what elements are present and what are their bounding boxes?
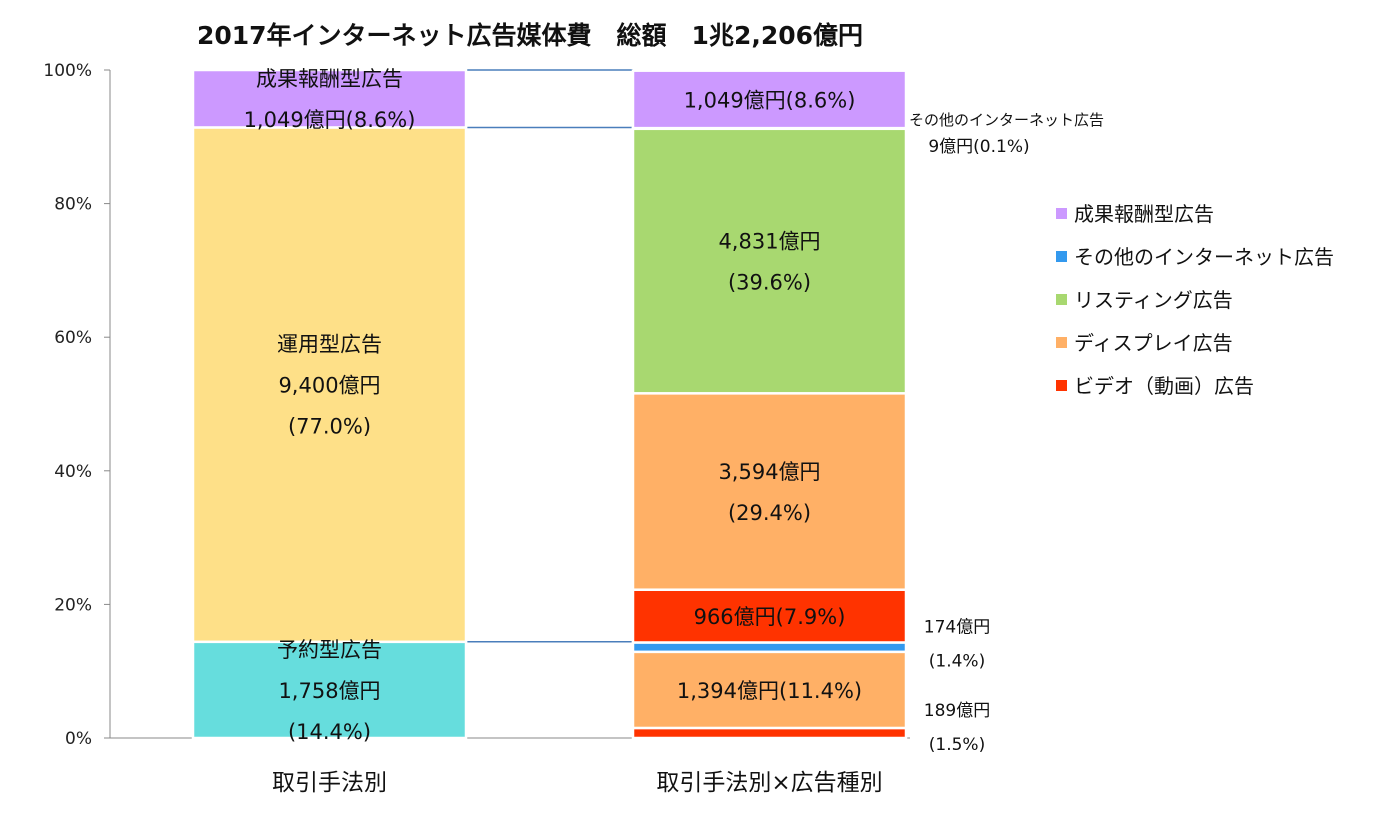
side-annotation: その他のインターネット広告 <box>909 111 1104 129</box>
data-label: (77.0%) <box>288 415 371 439</box>
y-tick-label: 80% <box>54 195 92 215</box>
data-label: 1,049億円(8.6%) <box>244 108 416 132</box>
y-tick-label: 0% <box>65 729 92 749</box>
legend-item: その他のインターネット広告 <box>1074 245 1334 269</box>
side-annotation: (1.5%) <box>929 735 985 755</box>
side-annotation: 9億円(0.1%) <box>928 137 1029 157</box>
data-label: 1,394億円(11.4%) <box>677 679 862 703</box>
data-label: (14.4%) <box>288 720 371 744</box>
bar-segment <box>631 69 908 130</box>
data-label: (29.4%) <box>728 501 811 525</box>
legend-swatch <box>1056 337 1067 348</box>
bar-segment <box>631 650 908 730</box>
bar-segment <box>631 588 908 644</box>
legend-swatch <box>1056 294 1067 305</box>
y-tick-label: 100% <box>43 61 92 81</box>
legend-item: リスティング広告 <box>1074 288 1233 312</box>
x-axis-categories: 取引手法別 取引手法別×広告種別 <box>272 770 883 796</box>
data-label: 1,049億円(8.6%) <box>684 88 856 112</box>
legend-item: ビデオ（動画）広告 <box>1074 374 1254 398</box>
side-annotation: 189億円 <box>924 701 990 721</box>
bar-segment <box>631 641 908 654</box>
side-annotations: その他のインターネット広告 9億円(0.1%) 174億円 (1.4%) 189億円 (1… <box>909 111 1104 755</box>
data-label: 4,831億円 <box>718 230 820 254</box>
data-label: 成果報酬型広告 <box>256 67 403 91</box>
side-annotation: (1.4%) <box>929 651 985 671</box>
segment-labels: 予約型広告 1,758億円 (14.4%) 運用型広告 9,400億円 (77.0%) 成果… <box>244 67 863 744</box>
chart-title: 2017年インターネット広告媒体費 総額 1兆2,206億円 <box>197 21 863 50</box>
legend-swatch <box>1056 380 1067 391</box>
data-label: 3,594億円 <box>718 460 820 484</box>
legend-item: ディスプレイ広告 <box>1074 331 1233 355</box>
bar-segment <box>191 68 468 129</box>
y-tick-label: 60% <box>54 328 92 348</box>
bar-segment <box>631 726 908 740</box>
data-label: 予約型広告 <box>277 638 382 662</box>
side-annotation: 174億円 <box>924 617 990 637</box>
data-label: 運用型広告 <box>277 333 382 357</box>
y-tick-label: 20% <box>54 595 92 615</box>
y-tick-label: 40% <box>54 462 92 482</box>
bar-segment <box>631 127 908 395</box>
data-label: 9,400億円 <box>278 374 380 398</box>
x-category-label: 取引手法別×広告種別 <box>656 770 882 796</box>
bar-segment <box>631 392 908 591</box>
connector-lines <box>466 69 633 643</box>
legend-swatch <box>1056 208 1067 219</box>
bar-segment <box>191 640 468 740</box>
legend-item: 成果報酬型広告 <box>1074 202 1214 226</box>
data-label: (39.6%) <box>728 271 811 295</box>
legend-swatch <box>1056 251 1067 262</box>
bars <box>191 68 908 740</box>
data-label: 966億円(7.9%) <box>694 605 846 629</box>
bar-segment <box>191 126 468 644</box>
data-label: 1,758億円 <box>278 679 380 703</box>
x-category-label: 取引手法別 <box>272 770 387 796</box>
legend: 成果報酬型広告その他のインターネット広告リスティング広告ディスプレイ広告ビデオ（… <box>1056 202 1334 398</box>
